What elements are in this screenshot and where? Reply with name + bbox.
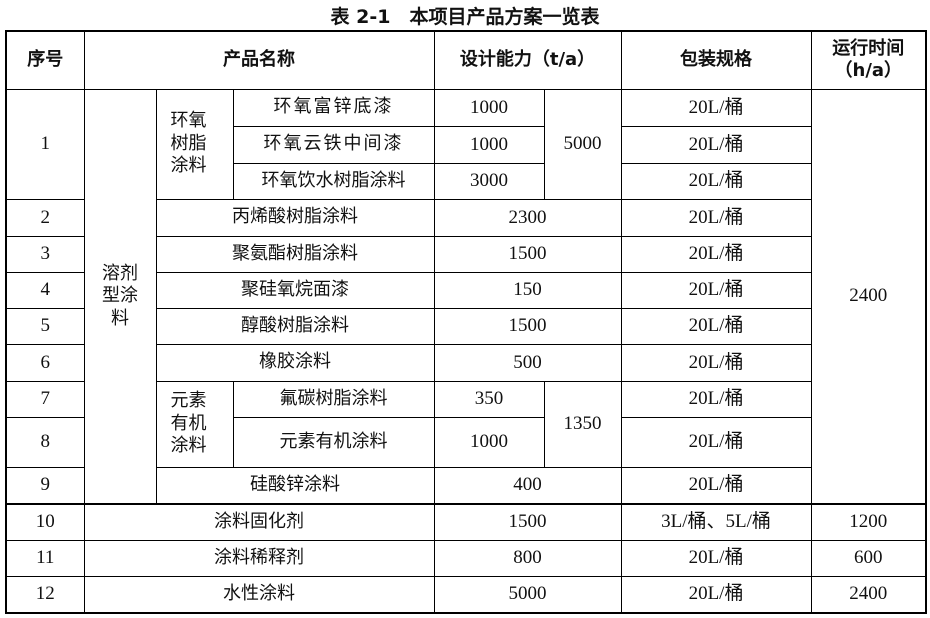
packaging: 20L/桶 [620,575,812,614]
runtime: 1200 [810,503,927,541]
packaging: 20L/桶 [620,235,812,273]
table-row: 1 溶剂型涂料 环氧树脂涂料 环氧富锌底漆 1000 5000 20L/桶 24… [5,88,927,505]
runtime: 2400 [810,575,927,614]
capacity: 5000 [433,575,622,614]
row-no: 5 [5,307,85,345]
product-name: 环氧云铁中间漆 [232,125,435,164]
capacity: 800 [433,539,622,577]
capacity: 400 [433,466,622,505]
product-name: 元素有机涂料 [232,416,435,468]
row-no: 11 [5,539,85,577]
product-name: 聚氨酯树脂涂料 [155,235,435,273]
packaging: 20L/桶 [620,88,812,127]
product-name: 橡胶涂料 [155,343,435,382]
product-name: 醇酸树脂涂料 [155,307,435,345]
header-capacity: 设计能力（t/a） [433,30,622,90]
header-no: 序号 [5,30,85,90]
header-name: 产品名称 [83,30,435,90]
product-name: 环氧富锌底漆 [232,88,435,127]
capacity: 350 [433,380,545,418]
group-solvent: 溶剂型涂料 [83,88,157,505]
group-organo: 元素有机涂料 [155,380,234,468]
row-no: 7 [5,380,85,418]
table-row: 11 涂料稀释剂 800 20L/桶 600 [5,539,927,577]
capacity: 150 [433,271,622,309]
capacity: 2300 [433,198,622,237]
row-no: 3 [5,235,85,273]
product-table: 序号 产品名称 设计能力（t/a） 包装规格 运行时间（h/a） 1 溶剂型涂料… [5,30,928,614]
row-no: 8 [5,416,85,468]
capacity: 500 [433,343,622,382]
product-name: 硅酸锌涂料 [155,466,435,505]
table-row: 环氧云铁中间漆 1000 20L/桶 [6,125,926,164]
capacity: 1500 [433,307,622,345]
packaging: 20L/桶 [620,466,812,505]
packaging: 20L/桶 [620,271,812,309]
row-no: 10 [5,503,85,541]
product-name: 环氧饮水树脂涂料 [232,162,435,200]
table-row: 5 醇酸树脂涂料 1500 20L/桶 [5,307,926,345]
table-row: 10 涂料固化剂 1500 3L/桶、5L/桶 1200 [5,503,927,541]
packaging: 20L/桶 [620,416,812,468]
group-total-organo: 1350 [543,380,622,468]
row-no: 2 [5,198,85,237]
packaging: 20L/桶 [620,539,812,577]
group-total-epoxy: 5000 [543,88,622,200]
row-no: 9 [5,466,85,505]
table-row: 7 元素有机涂料 氟碳树脂涂料 350 1350 20L/桶 [5,380,926,468]
capacity: 1500 [433,503,622,541]
table-row: 12 水性涂料 5000 20L/桶 2400 [5,575,927,614]
header-row: 序号 产品名称 设计能力（t/a） 包装规格 运行时间（h/a） [5,30,927,90]
runtime: 600 [810,539,927,577]
capacity: 3000 [433,162,545,200]
packaging: 20L/桶 [620,125,812,164]
capacity: 1000 [433,125,545,164]
packaging: 3L/桶、5L/桶 [620,503,812,541]
capacity: 1500 [433,235,622,273]
header-packaging: 包装规格 [620,30,812,90]
row-no: 4 [5,271,85,309]
product-name: 丙烯酸树脂涂料 [155,198,435,237]
capacity: 1000 [433,88,545,127]
packaging: 20L/桶 [620,198,812,237]
table-caption: 表 2-1 本项目产品方案一览表 [330,6,600,28]
row-no: 12 [5,575,85,614]
product-name: 涂料稀释剂 [83,539,435,577]
row-no: 6 [5,343,85,382]
packaging: 20L/桶 [620,343,812,382]
header-runtime: 运行时间（h/a） [810,30,927,90]
product-name: 氟碳树脂涂料 [232,380,435,418]
product-name: 涂料固化剂 [83,503,435,541]
packaging: 20L/桶 [620,162,812,200]
product-name: 聚硅氧烷面漆 [155,271,435,309]
capacity: 1000 [433,416,545,468]
runtime-solvent: 2400 [810,88,927,505]
row-no: 1 [5,88,85,200]
group-epoxy: 环氧树脂涂料 [155,88,234,200]
packaging: 20L/桶 [620,380,812,418]
table-row: 9 硅酸锌涂料 400 20L/桶 [5,466,926,505]
packaging: 20L/桶 [620,307,812,345]
table-row: 2 丙烯酸树脂涂料 2300 20L/桶 [5,198,926,237]
table-row: 6 橡胶涂料 500 20L/桶 [5,343,926,382]
table-row: 环氧饮水树脂涂料 3000 20L/桶 [6,162,926,200]
product-name: 水性涂料 [83,575,435,614]
table-row: 4 聚硅氧烷面漆 150 20L/桶 [5,271,926,309]
